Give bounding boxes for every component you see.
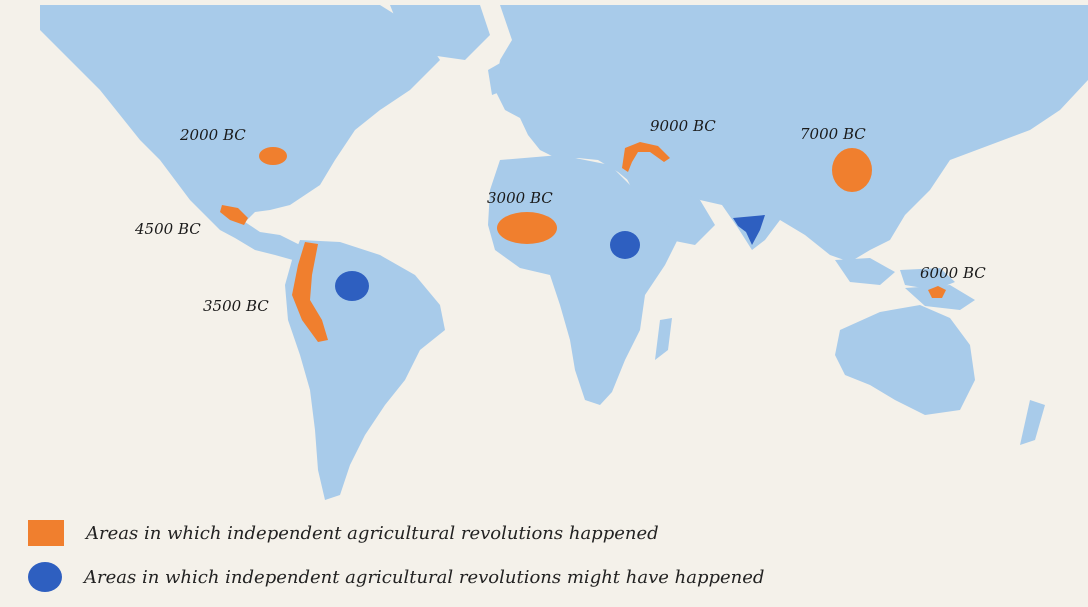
region-sahel[interactable] bbox=[497, 212, 557, 244]
eurasia-landmass bbox=[495, 5, 1088, 262]
region-india[interactable] bbox=[733, 215, 765, 245]
label-north-america: 2000 BC bbox=[179, 126, 246, 144]
madagascar-landmass bbox=[655, 318, 672, 360]
legend-might-have: Areas in which independent agricultural … bbox=[28, 562, 764, 592]
landmasses bbox=[40, 5, 1088, 500]
region-north-america[interactable] bbox=[259, 147, 287, 165]
region-mesoamerica[interactable] bbox=[220, 205, 248, 225]
southeast-asia-landmass bbox=[835, 258, 955, 290]
arabia-landmass bbox=[625, 175, 715, 245]
new-zealand-landmass bbox=[1020, 400, 1045, 445]
region-andes[interactable] bbox=[292, 242, 328, 342]
region-labels: 2000 BC 4500 BC 3500 BC 3000 BC 9000 BC … bbox=[134, 117, 986, 315]
happened-regions bbox=[220, 142, 946, 342]
region-ethiopia[interactable] bbox=[610, 231, 640, 259]
legend-might-have-swatch bbox=[28, 562, 62, 592]
south-america-landmass bbox=[285, 240, 445, 500]
british-isles-landmass bbox=[488, 62, 505, 95]
label-china: 7000 BC bbox=[800, 125, 866, 143]
label-new-guinea: 6000 BC bbox=[920, 264, 986, 282]
australia-landmass bbox=[835, 305, 975, 415]
legend-happened: Areas in which independent agricultural … bbox=[28, 520, 659, 546]
region-china[interactable] bbox=[832, 148, 872, 192]
greenland-landmass bbox=[390, 5, 490, 60]
label-andes: 3500 BC bbox=[203, 297, 269, 315]
north-america-landmass bbox=[40, 5, 440, 262]
legend-might-have-text: Areas in which independent agricultural … bbox=[84, 566, 765, 588]
label-mesoamerica: 4500 BC bbox=[134, 220, 201, 238]
legend-happened-text: Areas in which independent agricultural … bbox=[86, 522, 659, 544]
region-amazon[interactable] bbox=[335, 271, 369, 301]
might-have-regions bbox=[335, 215, 765, 301]
region-new-guinea[interactable] bbox=[928, 286, 946, 298]
label-fertile-crescent: 9000 BC bbox=[650, 117, 716, 135]
legend-happened-swatch bbox=[28, 520, 64, 546]
region-fertile-crescent[interactable] bbox=[622, 142, 670, 172]
label-sahel: 3000 BC bbox=[487, 189, 553, 207]
japan-landmass bbox=[910, 130, 930, 175]
